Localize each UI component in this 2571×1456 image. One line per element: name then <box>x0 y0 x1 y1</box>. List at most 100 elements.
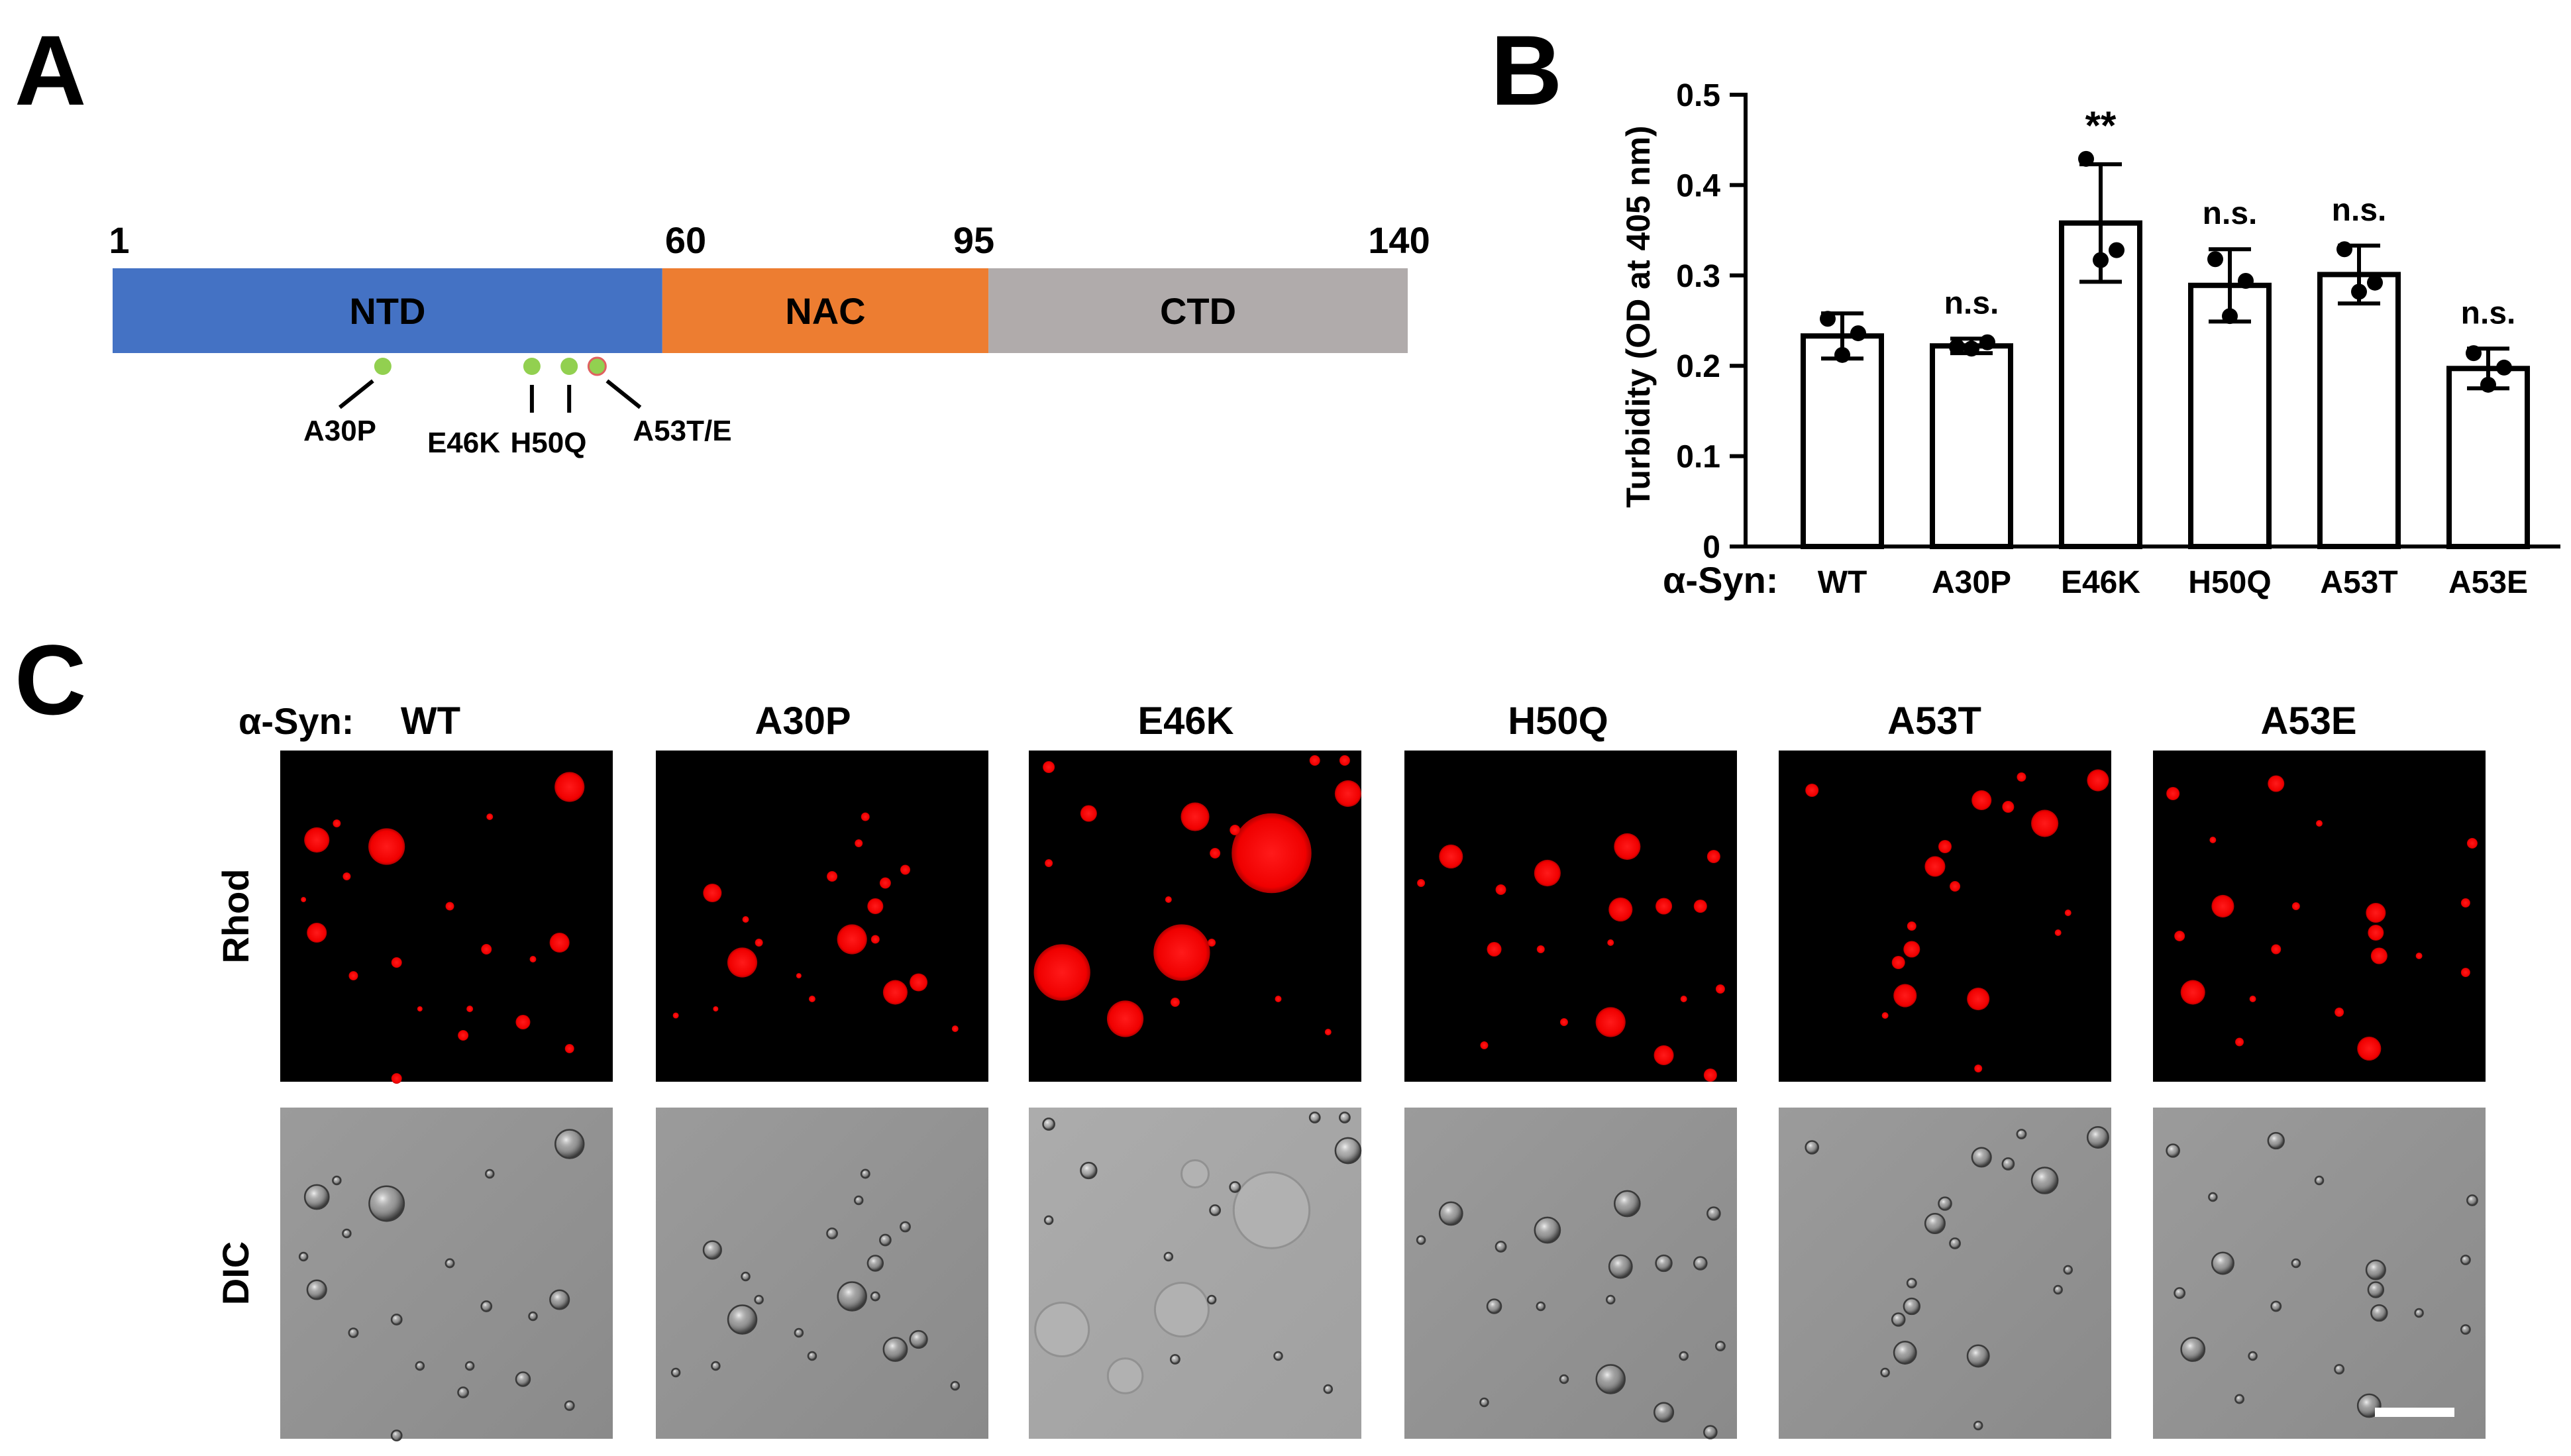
y-tick-label: 0 <box>1703 530 1720 565</box>
rhod-droplet <box>1181 802 1210 831</box>
domain-label-ntd: NTD <box>349 290 425 332</box>
rhod-droplet <box>1230 824 1241 836</box>
panel-label-c: C <box>15 624 86 735</box>
dic-droplet <box>1536 1301 1546 1312</box>
dic-droplet <box>1106 1357 1144 1394</box>
row-label-rhod: Rhod <box>215 868 256 963</box>
significance-label: n.s. <box>2332 193 2387 228</box>
dic-droplet <box>1906 1278 1917 1288</box>
dic-droplet <box>1903 1297 1920 1316</box>
dic-droplet <box>1714 1341 1726 1351</box>
rhod-droplet <box>342 872 351 881</box>
rhod-droplet <box>515 1014 531 1030</box>
data-point <box>1949 338 1965 355</box>
dic-droplet <box>1416 1235 1426 1245</box>
rhod-droplet <box>2466 837 2478 849</box>
data-point <box>2238 272 2254 289</box>
rhod-droplet <box>333 819 341 828</box>
column-header-e46k: E46K <box>1137 700 1233 743</box>
rhod-droplet <box>1045 858 1053 868</box>
rhod-droplet <box>1210 847 1221 859</box>
dic-droplet <box>1043 1215 1054 1225</box>
rhod-droplet <box>486 813 494 821</box>
rhod-droplet <box>304 827 330 853</box>
rhod-droplet <box>2460 967 2470 978</box>
dic-background <box>1779 1108 2111 1439</box>
data-point <box>2466 345 2482 362</box>
scale-bar <box>2375 1408 2454 1417</box>
rhod-droplet <box>2335 1007 2344 1017</box>
data-point <box>2222 308 2238 325</box>
rhod-droplet <box>1715 984 1725 994</box>
x-axis-prefix: α-Syn: <box>1663 559 1778 601</box>
rhod-droplet <box>1170 997 1180 1008</box>
dic-droplet <box>2234 1394 2244 1404</box>
position-label-ctd-start: 95 <box>953 219 994 261</box>
dic-droplet <box>1679 1351 1689 1361</box>
rhod-droplet <box>910 973 928 992</box>
dic-droplet <box>1308 1112 1321 1123</box>
rhod-droplet <box>445 902 454 911</box>
rhod-droplet <box>2180 980 2205 1005</box>
dic-droplet <box>2053 1284 2063 1295</box>
rhod-droplet <box>554 772 585 802</box>
rhod-droplet <box>2370 947 2387 964</box>
x-tick-label: A30P <box>1932 565 2011 600</box>
data-point <box>1834 346 1850 363</box>
dic-droplet <box>1949 1237 1961 1249</box>
rhod-droplet <box>1893 984 1917 1008</box>
rhod-droplet <box>1480 1041 1489 1050</box>
dic-droplet <box>900 1221 911 1233</box>
dic-droplet <box>2166 1143 2180 1158</box>
dic-droplet <box>1703 1425 1718 1439</box>
rhod-droplet <box>2209 836 2217 844</box>
dic-droplet <box>1891 1312 1906 1327</box>
significance-label: n.s. <box>1944 286 1999 321</box>
dic-droplet <box>1438 1201 1463 1226</box>
rhod-droplet <box>417 1006 423 1012</box>
dic-droplet <box>1339 1112 1351 1123</box>
rhod-droplet <box>2249 995 2256 1003</box>
rhod-droplet <box>1614 833 1641 860</box>
rhod-droplet <box>391 1072 402 1084</box>
rhod-droplet <box>1805 783 1819 798</box>
dic-droplet <box>306 1279 327 1300</box>
dic-droplet <box>879 1233 892 1247</box>
dic-droplet <box>2370 1304 2388 1322</box>
rhod-droplet <box>742 915 749 923</box>
rhod-droplet <box>1165 896 1172 904</box>
dic-droplet <box>1924 1212 1946 1235</box>
rhod-droplet <box>672 1012 679 1019</box>
dic-droplet <box>1614 1190 1641 1218</box>
dic-droplet <box>564 1400 575 1411</box>
dic-droplet <box>2460 1255 2471 1265</box>
rhod-background <box>1404 751 1737 1082</box>
dic-droplet <box>368 1185 405 1222</box>
rhod-panel-e46k <box>1029 751 1361 1082</box>
dic-droplet <box>1486 1298 1502 1314</box>
dic-droplet <box>2063 1265 2073 1275</box>
rhod-droplet <box>466 1005 474 1013</box>
domain-label-nac: NAC <box>785 290 865 332</box>
data-point <box>2336 241 2352 258</box>
micrograph-grid: α-Syn: WT A30P E46K H50Q A53T A53E Rhod DIC <box>215 700 2486 1441</box>
rhod-droplet <box>1309 754 1320 766</box>
dic-droplet <box>2211 1251 2234 1275</box>
dic-droplet <box>390 1430 403 1441</box>
domain-map: 1 60 95 140 NTD NAC CTD A30P E46K H50Q A53T/E <box>109 219 1430 459</box>
dic-droplet <box>670 1367 681 1378</box>
dic-droplet <box>1534 1216 1561 1244</box>
dic-droplet <box>515 1371 531 1387</box>
dic-droplet <box>1608 1254 1633 1279</box>
dic-droplet <box>1595 1364 1626 1394</box>
dic-droplet <box>1323 1384 1334 1394</box>
dic-droplet <box>445 1258 455 1269</box>
rhod-droplet <box>1653 1045 1674 1066</box>
panel-label-a: A <box>15 15 86 126</box>
dic-droplet <box>1706 1206 1721 1221</box>
dic-droplet <box>549 1289 570 1310</box>
dic-droplet <box>950 1380 961 1391</box>
dic-droplet <box>342 1228 352 1239</box>
dic-panel-a53t <box>1779 1108 2111 1439</box>
bar-chart: Turbidity (OD at 405 nm) α-Syn: 0 0.1 0.2 0… <box>1620 78 2560 601</box>
